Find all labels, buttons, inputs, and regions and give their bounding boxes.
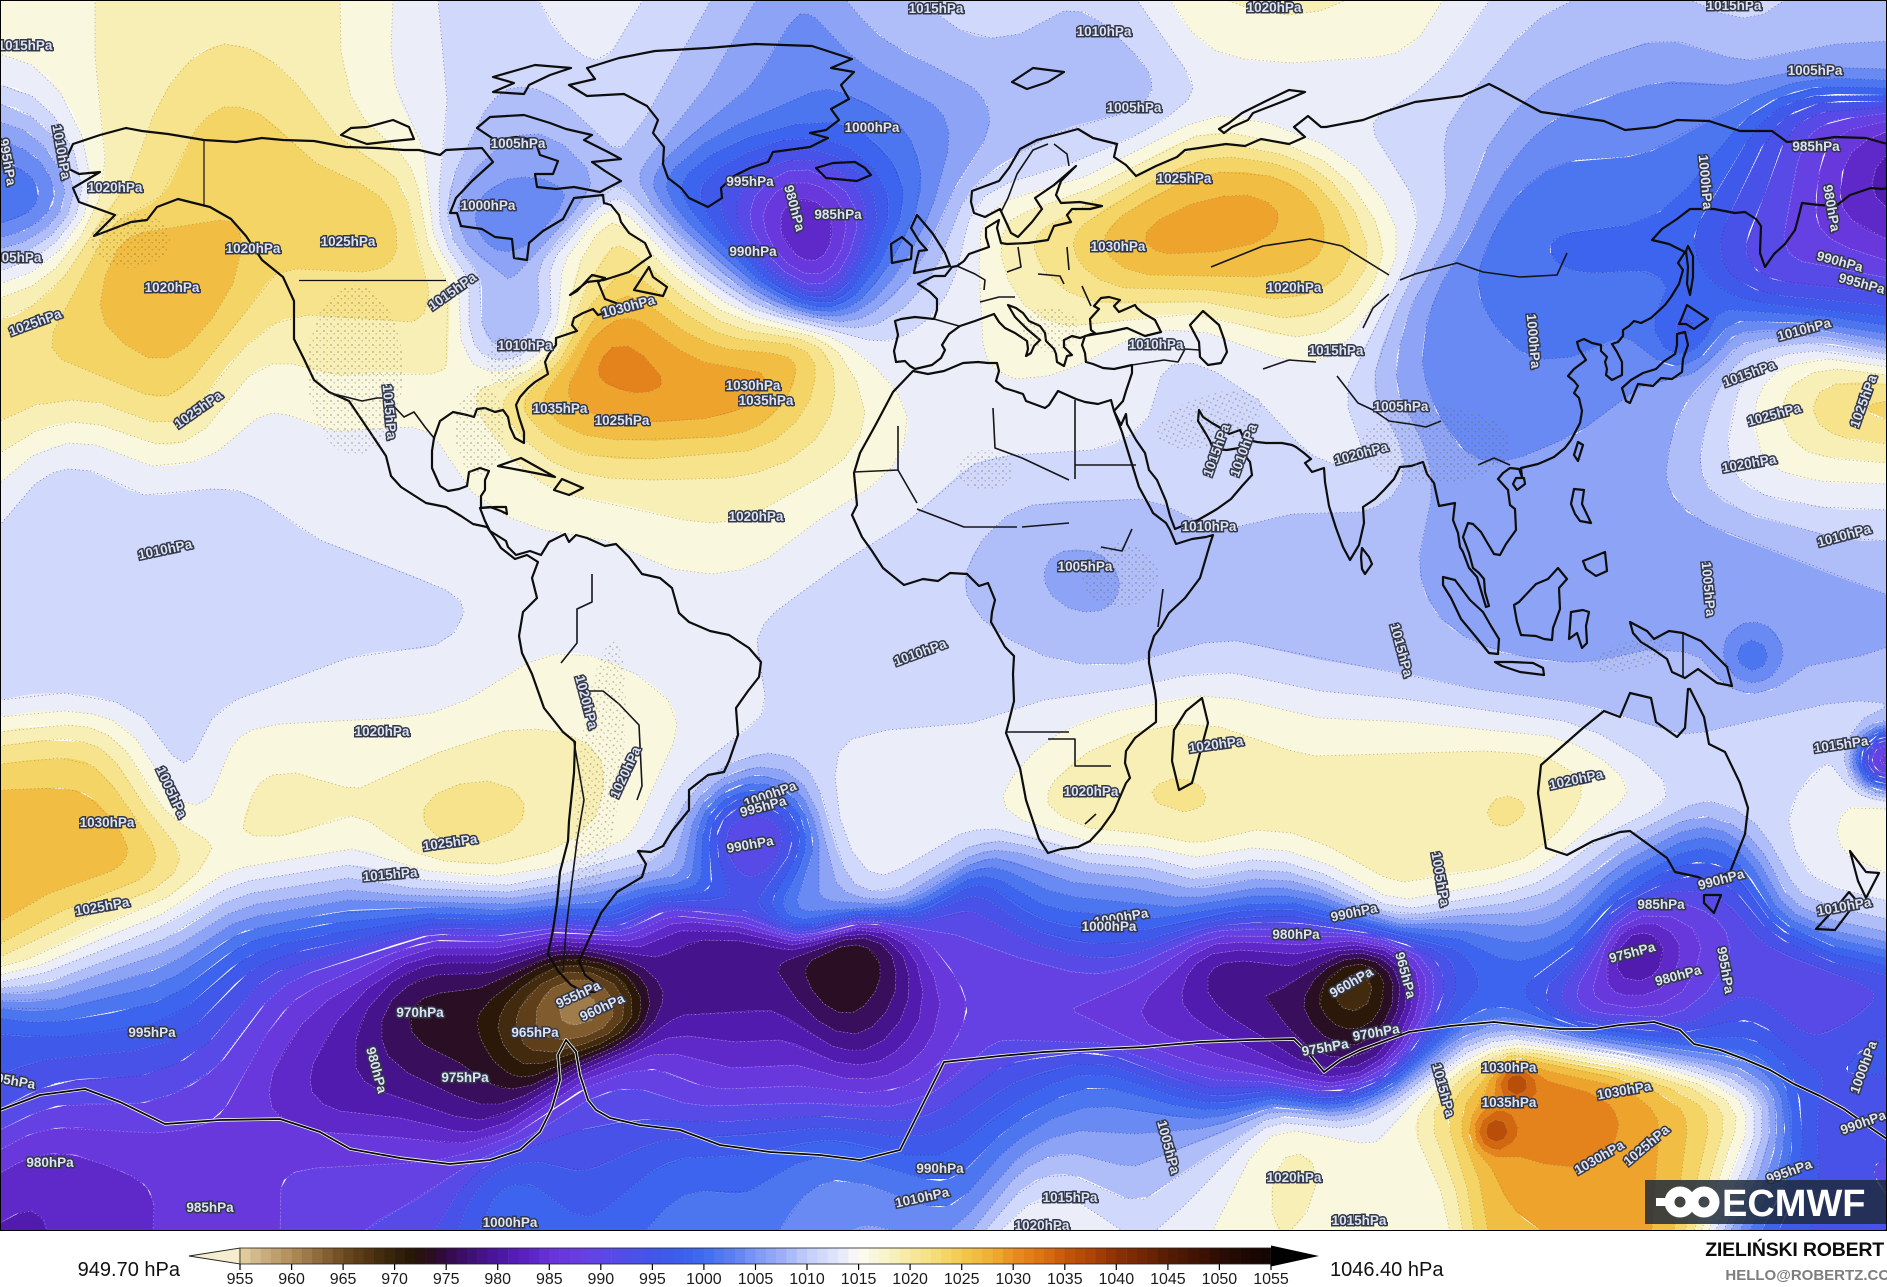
svg-text:965: 965 xyxy=(330,1271,357,1287)
svg-text:1020hPa: 1020hPa xyxy=(1267,280,1322,295)
svg-text:985hPa: 985hPa xyxy=(1637,897,1685,912)
svg-text:1020hPa: 1020hPa xyxy=(88,180,143,195)
svg-text:1015hPa: 1015hPa xyxy=(1309,343,1364,358)
svg-text:1020hPa: 1020hPa xyxy=(1247,0,1302,15)
svg-text:1055: 1055 xyxy=(1253,1271,1289,1287)
svg-text:1020hPa: 1020hPa xyxy=(729,509,784,524)
svg-text:1015hPa: 1015hPa xyxy=(362,865,418,885)
svg-text:980: 980 xyxy=(484,1271,511,1287)
svg-text:985: 985 xyxy=(536,1271,563,1287)
svg-text:1010hPa: 1010hPa xyxy=(1077,24,1132,39)
svg-text:949.70 hPa: 949.70 hPa xyxy=(78,1259,181,1281)
svg-text:1020hPa: 1020hPa xyxy=(355,724,410,739)
svg-text:1000hPa: 1000hPa xyxy=(461,198,516,213)
svg-text:990: 990 xyxy=(587,1271,614,1287)
svg-text:1000: 1000 xyxy=(686,1271,722,1287)
svg-text:1000hPa: 1000hPa xyxy=(1524,313,1544,369)
svg-text:1020hPa: 1020hPa xyxy=(1267,1170,1322,1185)
svg-text:1030: 1030 xyxy=(995,1271,1031,1287)
svg-text:1035: 1035 xyxy=(1047,1271,1083,1287)
svg-text:1030hPa: 1030hPa xyxy=(726,378,781,393)
svg-text:995hPa: 995hPa xyxy=(128,1025,176,1040)
svg-text:985hPa: 985hPa xyxy=(186,1200,234,1215)
svg-text:1015hPa: 1015hPa xyxy=(1043,1190,1098,1205)
svg-text:1010: 1010 xyxy=(789,1271,825,1287)
svg-text:990hPa: 990hPa xyxy=(729,244,777,259)
svg-text:1025hPa: 1025hPa xyxy=(595,413,650,428)
svg-text:1040: 1040 xyxy=(1099,1271,1135,1287)
svg-text:1000hPa: 1000hPa xyxy=(1082,919,1137,934)
svg-text:985hPa: 985hPa xyxy=(1792,139,1840,154)
svg-text:HELLO@ROBERTZ.CO: HELLO@ROBERTZ.CO xyxy=(1725,1267,1887,1284)
svg-text:1025hPa: 1025hPa xyxy=(1157,171,1212,186)
svg-text:1015hPa: 1015hPa xyxy=(380,384,400,440)
svg-text:995hPa: 995hPa xyxy=(726,174,774,189)
svg-text:1005hPa: 1005hPa xyxy=(0,250,42,265)
svg-text:975hPa: 975hPa xyxy=(441,1070,489,1085)
svg-text:970hPa: 970hPa xyxy=(396,1005,444,1020)
svg-text:1005hPa: 1005hPa xyxy=(491,136,546,151)
svg-text:1025hPa: 1025hPa xyxy=(321,234,376,249)
svg-text:980hPa: 980hPa xyxy=(1272,927,1320,942)
svg-text:955: 955 xyxy=(227,1271,254,1287)
svg-text:980hPa: 980hPa xyxy=(26,1155,74,1170)
svg-text:1046.40 hPa: 1046.40 hPa xyxy=(1330,1259,1444,1281)
svg-text:1020hPa: 1020hPa xyxy=(145,280,200,295)
svg-text:1015: 1015 xyxy=(841,1271,877,1287)
svg-text:1020: 1020 xyxy=(892,1271,928,1287)
svg-text:985hPa: 985hPa xyxy=(814,207,862,222)
svg-text:1015hPa: 1015hPa xyxy=(909,1,964,16)
svg-text:ECMWF: ECMWF xyxy=(1722,1183,1866,1225)
svg-text:1005hPa: 1005hPa xyxy=(1699,561,1719,617)
svg-text:1030hPa: 1030hPa xyxy=(1482,1060,1537,1075)
svg-text:1005hPa: 1005hPa xyxy=(1374,399,1429,414)
svg-text:1015hPa: 1015hPa xyxy=(1332,1213,1387,1228)
svg-text:ZIELIŃSKI ROBERT: ZIELIŃSKI ROBERT xyxy=(1705,1238,1884,1261)
svg-text:1035hPa: 1035hPa xyxy=(533,401,588,416)
svg-text:1005: 1005 xyxy=(738,1271,774,1287)
svg-text:990hPa: 990hPa xyxy=(916,1161,964,1176)
svg-text:1000hPa: 1000hPa xyxy=(1696,154,1716,210)
svg-text:1000hPa: 1000hPa xyxy=(483,1215,538,1230)
svg-text:1010hPa: 1010hPa xyxy=(1182,519,1237,534)
svg-text:1035hPa: 1035hPa xyxy=(1482,1095,1537,1110)
svg-text:960: 960 xyxy=(278,1271,305,1287)
svg-text:1010hPa: 1010hPa xyxy=(1129,337,1184,352)
svg-text:1000hPa: 1000hPa xyxy=(845,120,900,135)
svg-text:1035hPa: 1035hPa xyxy=(739,393,794,408)
svg-text:1005hPa: 1005hPa xyxy=(1058,559,1113,574)
svg-text:1050: 1050 xyxy=(1202,1271,1238,1287)
svg-text:970: 970 xyxy=(381,1271,408,1287)
svg-text:1030hPa: 1030hPa xyxy=(80,815,135,830)
svg-text:1015hPa: 1015hPa xyxy=(1707,0,1762,13)
svg-text:1025: 1025 xyxy=(944,1271,980,1287)
svg-text:1015hPa: 1015hPa xyxy=(0,38,53,53)
svg-text:1045: 1045 xyxy=(1150,1271,1186,1287)
svg-text:1020hPa: 1020hPa xyxy=(1015,1218,1070,1233)
svg-text:975: 975 xyxy=(433,1271,460,1287)
svg-text:1010hPa: 1010hPa xyxy=(498,338,553,353)
svg-text:1005hPa: 1005hPa xyxy=(1107,100,1162,115)
svg-text:1030hPa: 1030hPa xyxy=(1091,239,1146,254)
svg-text:965hPa: 965hPa xyxy=(511,1025,559,1040)
svg-text:1020hPa: 1020hPa xyxy=(1064,784,1119,799)
svg-text:995: 995 xyxy=(639,1271,666,1287)
svg-text:1005hPa: 1005hPa xyxy=(1788,63,1843,78)
svg-text:1020hPa: 1020hPa xyxy=(226,241,281,256)
